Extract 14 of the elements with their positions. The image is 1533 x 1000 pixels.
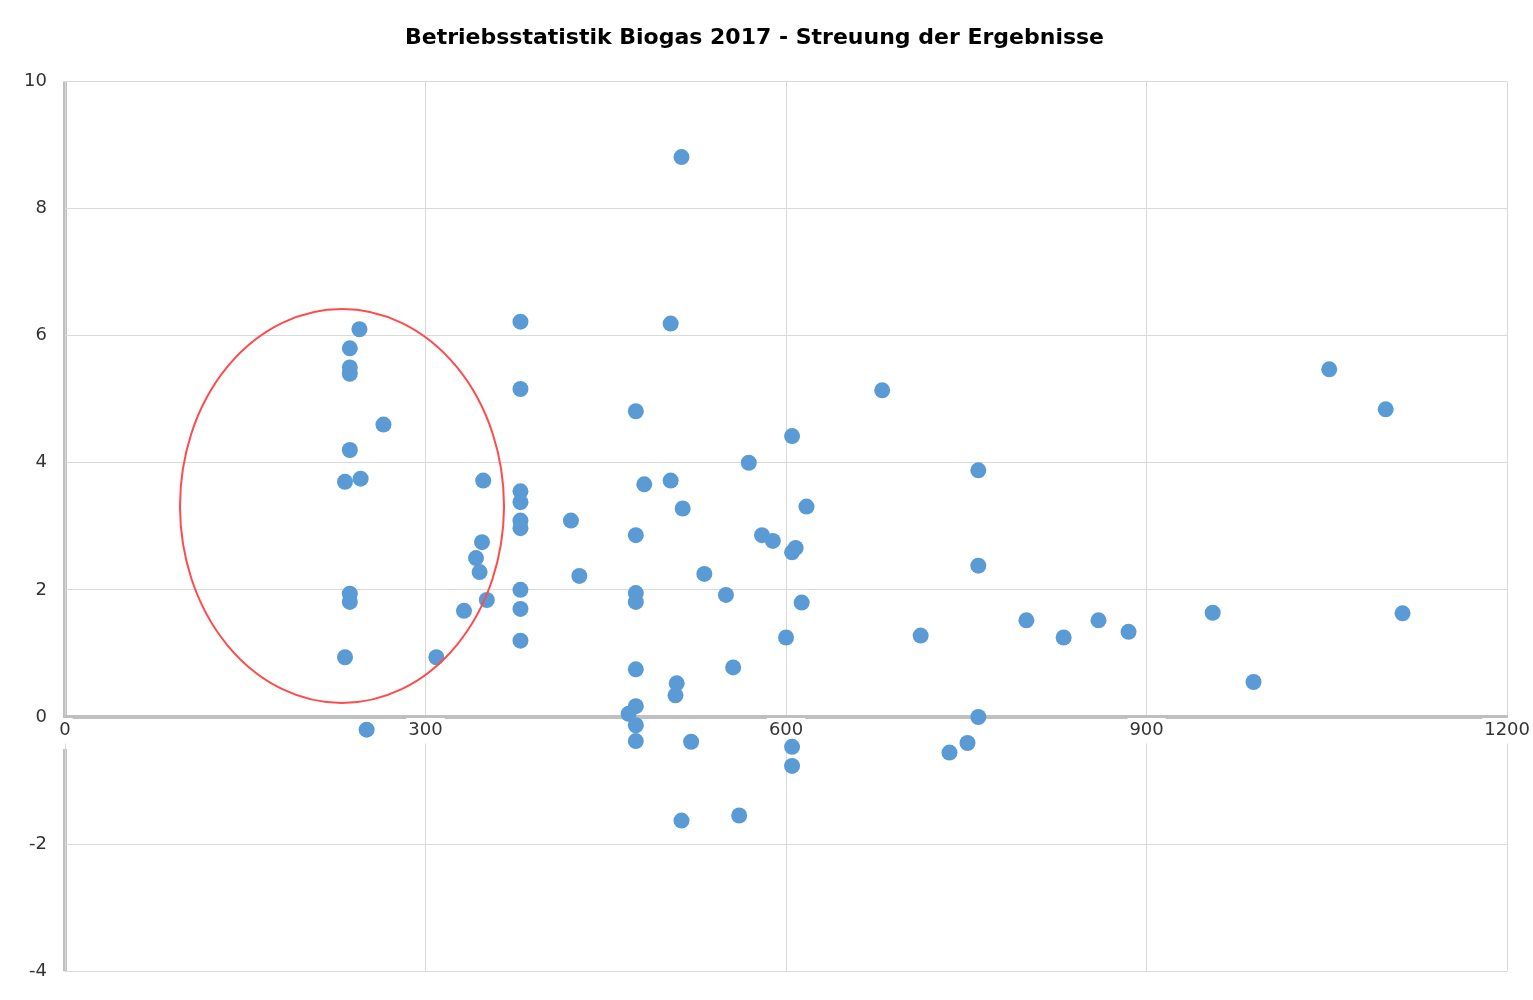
y-tick-label: 8 — [35, 196, 47, 218]
y-tick-label: 6 — [35, 323, 47, 345]
x-tick-label: 900 — [1129, 718, 1164, 740]
y-tick-label: 2 — [35, 577, 47, 599]
y-tick-label: -4 — [29, 958, 47, 980]
x-tick-label: 1200 — [1484, 718, 1530, 740]
y-tick-label: 4 — [35, 450, 47, 472]
y-tick-label: 0 — [35, 704, 47, 726]
x-tick-label: 0 — [59, 718, 71, 740]
chart-title: Betriebsstatistik Biogas 2017 - Streuung der Ergebnisse — [404, 23, 1105, 49]
y-tick-label: 10 — [24, 69, 47, 91]
x-tick-label: 600 — [768, 718, 804, 740]
x-tick-label: 300 — [408, 718, 443, 740]
y-tick-label: -2 — [29, 831, 47, 853]
